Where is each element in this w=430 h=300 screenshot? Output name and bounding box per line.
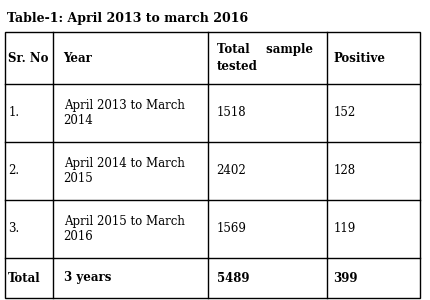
Text: 152: 152 [333, 106, 356, 119]
Text: Positive: Positive [333, 52, 385, 64]
Text: 3.: 3. [8, 223, 20, 236]
Text: 2402: 2402 [217, 164, 246, 178]
Text: April 2013 to March
2014: April 2013 to March 2014 [64, 98, 184, 128]
Text: Sr. No: Sr. No [8, 52, 49, 64]
Text: 1569: 1569 [217, 223, 246, 236]
Text: 3 years: 3 years [64, 272, 111, 284]
Text: Total    sample
tested: Total sample tested [217, 44, 313, 73]
Text: Year: Year [64, 52, 92, 64]
Text: 2.: 2. [8, 164, 19, 178]
Text: 1.: 1. [8, 106, 19, 119]
Bar [5, 32, 420, 298]
Text: April 2015 to March
2016: April 2015 to March 2016 [64, 214, 184, 244]
Text: 128: 128 [333, 164, 355, 178]
Text: 119: 119 [333, 223, 356, 236]
Text: 399: 399 [333, 272, 358, 284]
Text: Total: Total [8, 272, 41, 284]
Text: 5489: 5489 [217, 272, 249, 284]
Text: Table-1: April 2013 to march 2016: Table-1: April 2013 to march 2016 [7, 12, 248, 25]
Text: 1518: 1518 [217, 106, 246, 119]
Text: April 2014 to March
2015: April 2014 to March 2015 [64, 157, 184, 185]
